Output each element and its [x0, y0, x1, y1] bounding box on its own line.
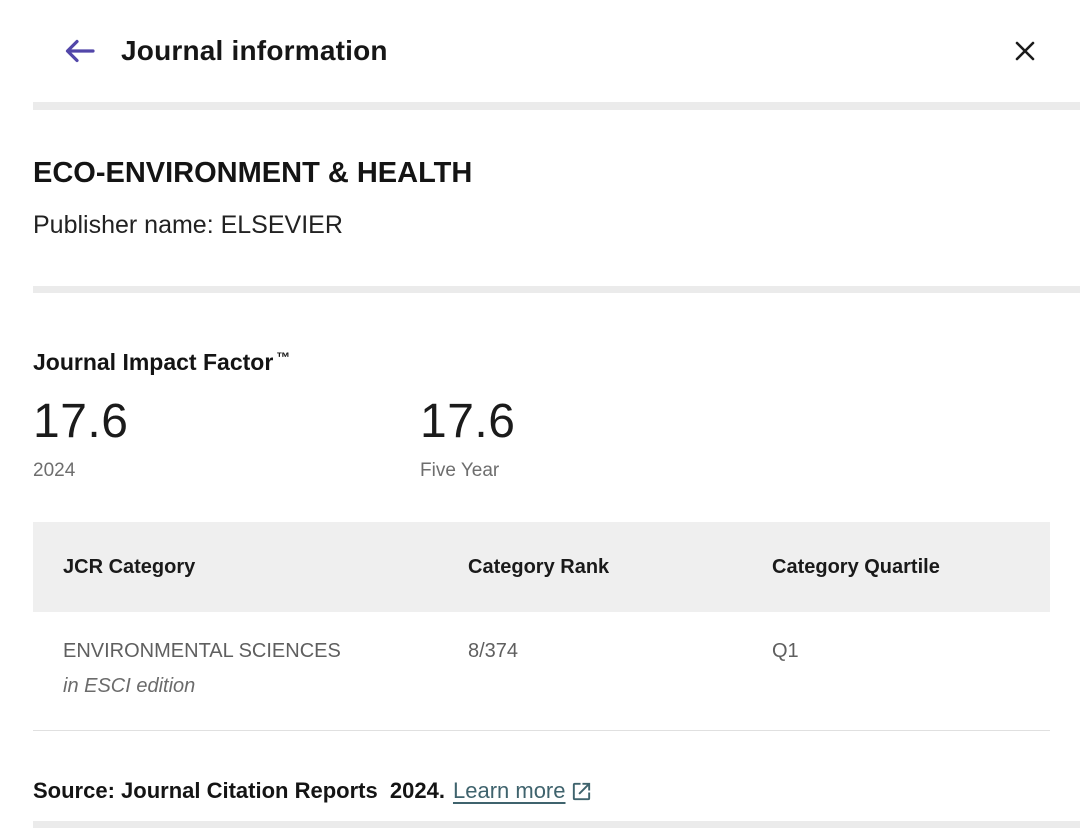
metric-label: 2024: [33, 460, 76, 481]
column-header-category-rank: Category Rank: [468, 555, 610, 578]
trademark-symbol: ™: [276, 349, 291, 365]
cell-rank: 8/374: [468, 640, 519, 662]
category-name: ENVIRONMENTAL SCIENCES: [63, 640, 341, 662]
close-button[interactable]: [1010, 36, 1040, 66]
close-icon: [1013, 39, 1037, 63]
learn-more-label: Learn more: [452, 778, 566, 803]
metric-value: 17.6: [420, 395, 516, 448]
header-divider: [33, 102, 1080, 110]
page-title: Journal information: [121, 35, 388, 66]
jcr-category-table: JCR Category Category Rank Category Quar…: [33, 522, 1050, 731]
panel-header: Journal information: [0, 0, 1080, 102]
source-line: Source: Journal Citation Reports 2024. L…: [33, 777, 1080, 805]
column-header-category-quartile: Category Quartile: [772, 555, 940, 578]
impact-factor-metrics: 17.6 2024 17.6 Five Year: [33, 394, 1080, 482]
learn-more-link[interactable]: Learn more: [453, 777, 593, 805]
metric-label: Five Year: [420, 460, 500, 481]
table-header-row: JCR Category Category Rank Category Quar…: [33, 522, 1050, 612]
external-link-icon: [570, 780, 593, 803]
arrow-left-icon: [64, 38, 96, 64]
publisher-line: Publisher name: ELSEVIER: [33, 211, 343, 239]
column-header-jcr-category: JCR Category: [63, 555, 196, 578]
bottom-divider: [33, 821, 1080, 828]
back-button[interactable]: [63, 36, 97, 66]
cell-category: ENVIRONMENTAL SCIENCES in ESCI edition: [33, 640, 468, 698]
section-divider: [33, 286, 1080, 293]
source-text: Source: Journal Citation Reports 2024.: [33, 778, 445, 803]
metric-five-year: 17.6 Five Year: [420, 394, 807, 482]
impact-factor-heading: Journal Impact Factor ™: [33, 343, 1080, 376]
metric-2024: 17.6 2024: [33, 394, 420, 482]
journal-name: ECO-ENVIRONMENT & HEALTH: [33, 157, 473, 189]
metric-value: 17.6: [33, 395, 129, 448]
table-row: ENVIRONMENTAL SCIENCES in ESCI edition 8…: [33, 612, 1050, 731]
impact-factor-heading-text: Journal Impact Factor: [33, 349, 274, 375]
category-edition: in ESCI edition: [63, 675, 196, 697]
cell-quartile: Q1: [772, 640, 799, 662]
